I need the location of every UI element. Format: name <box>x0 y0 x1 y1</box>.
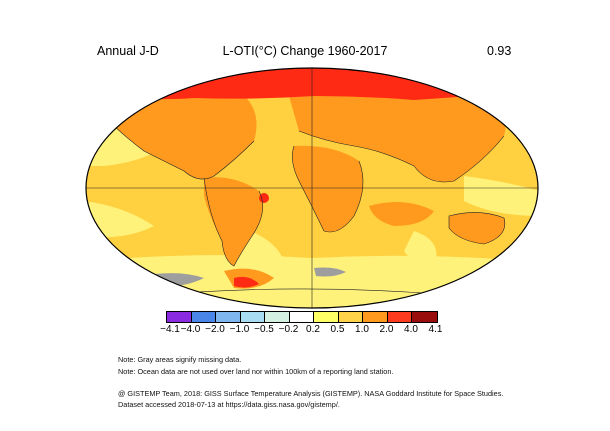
legend-swatch <box>191 312 216 322</box>
legend-tick-label: −1.0 <box>229 324 250 335</box>
legend-color-bar <box>166 311 438 323</box>
legend-swatch <box>216 312 241 322</box>
legend-tick-label: −0.5 <box>254 324 274 335</box>
antarctic-hot-spot <box>234 276 259 288</box>
legend-swatch <box>289 312 314 322</box>
temperature-change-map <box>84 66 540 310</box>
legend-tick-label: 4.0 <box>404 324 418 335</box>
note-missing-data: Note: Gray areas signify missing data. <box>118 355 242 364</box>
legend-tick-label: 1.0 <box>355 324 369 335</box>
legend-tick-labels: −4.1 −4.0 −2.0 −1.0 −0.5 −0.2 0.2 0.5 1.0 2.0 4.0 4… <box>160 323 442 337</box>
legend-swatch <box>167 312 192 322</box>
map-border <box>85 67 539 309</box>
color-legend: −4.1 −4.0 −2.0 −1.0 −0.5 −0.2 0.2 0.5 1.0 2.0 4.0 4… <box>160 311 442 337</box>
legend-tick-label: 0.2 <box>306 324 320 335</box>
legend-tick-label: −2.0 <box>205 324 225 335</box>
legend-swatch <box>363 312 388 322</box>
legend-tick-label: −0.2 <box>278 324 299 335</box>
dataset-access-line: Dataset accessed 2018-07-13 at https://d… <box>118 400 340 409</box>
note-ocean-data: Note: Ocean data are not used over land … <box>118 367 394 376</box>
legend-tick-label: −4.1 <box>160 324 180 335</box>
legend-swatch <box>338 312 363 322</box>
legend-swatch <box>240 312 265 322</box>
legend-tick-label: 4.1 <box>428 324 443 335</box>
legend-tick-label: 0.5 <box>330 324 345 335</box>
map-title: L-OTI(°C) Change 1960-2017 <box>222 44 388 58</box>
legend-tick-label: 2.0 <box>379 324 394 335</box>
legend-tick-label: −4.0 <box>180 324 201 335</box>
legend-swatch <box>265 312 290 322</box>
legend-swatch <box>387 312 412 322</box>
legend-swatch <box>314 312 339 322</box>
citation-line: @ GISTEMP Team, 2018: GISS Surface Tempe… <box>118 389 504 398</box>
global-mean-value: 0.93 <box>487 44 512 58</box>
period-label: Annual J-D <box>97 44 159 58</box>
legend-swatch <box>412 312 437 322</box>
amazon-hot-spot <box>259 193 269 203</box>
